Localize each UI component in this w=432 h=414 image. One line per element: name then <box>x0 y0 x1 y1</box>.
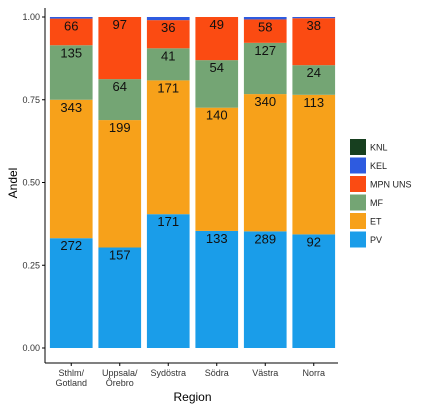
y-tick-label: 0.00 <box>22 343 40 353</box>
x-tick-label: Norra <box>302 368 325 378</box>
bar-segment-pv-1 <box>98 247 142 348</box>
bar-segment-kel-4 <box>243 17 287 20</box>
legend-label-pv: PV <box>370 235 382 245</box>
bars-layer <box>49 17 336 348</box>
data-label-pv-1: 157 <box>109 247 131 262</box>
bar-segment-pv-3 <box>195 230 239 348</box>
y-tick-label: 0.50 <box>22 178 40 188</box>
bar-segment-et-1 <box>98 120 142 248</box>
bar-segment-pv-0 <box>49 238 93 348</box>
data-label-mpn-uns-2: 36 <box>161 20 175 35</box>
bar-segment-pv-4 <box>243 231 287 348</box>
data-label-mf-4: 127 <box>254 43 276 58</box>
legend-swatch-et <box>350 213 366 229</box>
data-label-et-3: 140 <box>206 108 228 123</box>
bar-segment-mpn-uns-3 <box>195 17 239 61</box>
data-label-mf-0: 135 <box>60 45 82 60</box>
legend-label-knl: KNL <box>370 143 388 153</box>
legend: KNL KEL MPN UNS MF ET PV <box>350 139 412 248</box>
data-label-pv-3: 133 <box>206 231 228 246</box>
y-tick-label: 0.75 <box>22 95 40 105</box>
bar-segment-mf-5 <box>292 65 336 95</box>
data-label-mpn-uns-5: 38 <box>307 18 321 33</box>
bar-segment-pv-5 <box>292 234 336 348</box>
x-tick-label: Södra <box>205 368 229 378</box>
x-tick-label: Uppsala/Örebro <box>102 368 138 388</box>
data-label-mf-1: 64 <box>113 79 127 94</box>
legend-label-kel: KEL <box>370 161 387 171</box>
legend-swatch-mf <box>350 194 366 211</box>
bar-segment-mf-1 <box>98 79 142 121</box>
bar-segment-mpn-uns-2 <box>146 20 190 49</box>
y-tick-label: 0.25 <box>22 260 40 270</box>
data-label-mf-5: 24 <box>307 65 321 80</box>
data-label-et-1: 199 <box>109 120 131 135</box>
bar-segment-et-4 <box>243 94 287 232</box>
bar-segment-pv-2 <box>146 214 190 348</box>
bar-segment-mpn-uns-4 <box>243 19 287 43</box>
bar-segment-et-5 <box>292 94 336 235</box>
y-ticks: 0.00 0.25 0.50 0.75 1.00 <box>22 12 45 353</box>
legend-label-et: ET <box>370 217 382 227</box>
x-ticks: Sthlm/Gotland Uppsala/Örebro Sydöstra Södra… <box>55 363 325 388</box>
bar-segment-mpn-uns-5 <box>292 18 336 66</box>
data-label-mf-2: 41 <box>161 48 175 63</box>
legend-swatch-kel <box>350 157 366 174</box>
bar-segment-mpn-uns-1 <box>98 17 142 80</box>
data-label-et-4: 340 <box>254 94 276 109</box>
bar-segment-et-0 <box>49 99 93 239</box>
data-label-pv-2: 171 <box>157 214 179 229</box>
legend-label-mpn-uns: MPN UNS <box>370 180 412 190</box>
y-tick-label: 1.00 <box>22 12 40 22</box>
bar-segment-mf-0 <box>49 45 93 100</box>
data-label-pv-0: 272 <box>60 238 82 253</box>
data-label-mf-3: 54 <box>210 60 224 75</box>
bar-segment-mf-2 <box>146 48 190 81</box>
bar-segment-mf-4 <box>243 42 287 95</box>
data-label-et-0: 343 <box>60 100 82 115</box>
legend-swatch-mpn-uns <box>350 176 366 192</box>
legend-label-mf: MF <box>370 198 383 208</box>
axes-layer <box>44 8 338 364</box>
data-label-mpn-uns-3: 49 <box>210 17 224 32</box>
legend-swatch-pv <box>350 231 366 248</box>
x-tick-label: Västra <box>252 368 278 378</box>
bar-segment-kel-5 <box>292 17 336 19</box>
data-label-mpn-uns-4: 58 <box>258 19 272 34</box>
x-tick-label: Sthlm/Gotland <box>55 368 87 388</box>
bar-segment-mpn-uns-0 <box>49 18 93 46</box>
bar-segment-kel-0 <box>49 17 93 19</box>
x-tick-label: Sydöstra <box>150 368 186 378</box>
data-labels-layer: 272 343 135 66 157 199 64 97 171 171 41 36 133 140 54 4… <box>60 17 324 262</box>
legend-swatch-knl <box>350 139 366 155</box>
data-label-mpn-uns-0: 66 <box>64 19 78 34</box>
y-axis-title: Andel <box>6 168 20 199</box>
bar-segment-mf-3 <box>195 60 239 108</box>
data-label-pv-4: 289 <box>254 231 276 246</box>
bar-segment-et-2 <box>146 80 190 215</box>
data-label-pv-5: 92 <box>307 234 321 249</box>
x-axis-title: Region <box>173 390 211 404</box>
data-label-et-5: 113 <box>303 95 324 110</box>
data-label-et-2: 171 <box>157 80 179 95</box>
data-label-mpn-uns-1: 97 <box>113 17 127 32</box>
bar-segment-et-3 <box>195 107 239 231</box>
bar-segment-kel-2 <box>146 17 190 21</box>
